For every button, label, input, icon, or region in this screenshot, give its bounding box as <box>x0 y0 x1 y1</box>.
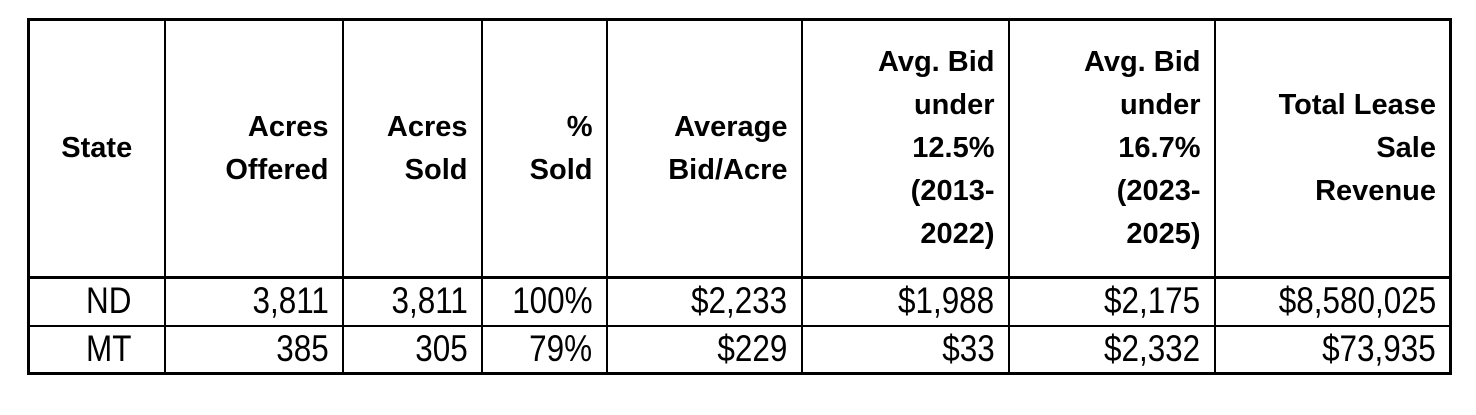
cell-acres-sold-value: 3,811 <box>391 280 468 322</box>
cell-total-lease-sale-revenue-value: $8,580,025 <box>1278 280 1436 322</box>
cell-average-bid-acre: $229 <box>605 324 803 375</box>
cell-percent-sold: 100% <box>480 276 608 327</box>
header-avg-bid-under-16-7: Avg. Bid under 16.7% (2023- 2025) <box>1007 18 1216 279</box>
header-average-bid-acre: Average Bid/Acre <box>605 18 803 279</box>
cell-acres-sold: 305 <box>341 324 483 375</box>
cell-avg-bid-under-16-7-value: $2,175 <box>1104 280 1201 322</box>
header-total-lease-sale-revenue: Total Lease Sale Revenue <box>1213 18 1452 279</box>
cell-avg-bid-under-16-7-value: $2,332 <box>1104 327 1201 369</box>
cell-total-lease-sale-revenue-value: $73,935 <box>1322 327 1436 369</box>
lease-sale-table: State Acres Offered Acres Sold % Sold Av… <box>27 18 1452 375</box>
cell-state: MT <box>27 324 166 375</box>
table-row-mt: MT 385 305 79% $229 $33 $2,332 $73,935 <box>27 324 1452 375</box>
header-state: State <box>27 18 166 279</box>
cell-avg-bid-under-12-5-value: $1,988 <box>898 280 995 322</box>
header-avg-bid-under-12-5: Avg. Bid under 12.5% (2013- 2022) <box>800 18 1010 279</box>
cell-state-value: ND <box>85 280 131 322</box>
cell-acres-offered: 385 <box>163 324 344 375</box>
cell-state: ND <box>27 276 166 327</box>
cell-acres-sold-value: 305 <box>415 327 468 369</box>
cell-acres-offered-value: 385 <box>276 327 329 369</box>
cell-avg-bid-under-16-7: $2,332 <box>1007 324 1216 375</box>
header-percent-sold: % Sold <box>480 18 608 279</box>
header-acres-offered: Acres Offered <box>163 18 344 279</box>
cell-percent-sold-value: 100% <box>512 280 593 322</box>
cell-average-bid-acre: $2,233 <box>605 276 803 327</box>
page: State Acres Offered Acres Sold % Sold Av… <box>27 18 1452 375</box>
cell-avg-bid-under-16-7: $2,175 <box>1007 276 1216 327</box>
cell-average-bid-acre-value: $229 <box>717 327 788 369</box>
cell-average-bid-acre-value: $2,233 <box>691 280 788 322</box>
cell-acres-offered-value: 3,811 <box>252 280 329 322</box>
header-acres-sold: Acres Sold <box>341 18 483 279</box>
cell-percent-sold: 79% <box>480 324 608 375</box>
cell-avg-bid-under-12-5: $1,988 <box>800 276 1010 327</box>
table-row-nd: ND 3,811 3,811 100% $2,233 $1,988 $2,175… <box>27 276 1452 327</box>
cell-percent-sold-value: 79% <box>529 327 593 369</box>
cell-state-value: MT <box>85 327 131 369</box>
cell-avg-bid-under-12-5: $33 <box>800 324 1010 375</box>
cell-total-lease-sale-revenue: $73,935 <box>1213 324 1452 375</box>
header-row: State Acres Offered Acres Sold % Sold Av… <box>27 18 1452 279</box>
cell-acres-sold: 3,811 <box>341 276 483 327</box>
cell-acres-offered: 3,811 <box>163 276 344 327</box>
cell-total-lease-sale-revenue: $8,580,025 <box>1213 276 1452 327</box>
cell-avg-bid-under-12-5-value: $33 <box>942 327 995 369</box>
